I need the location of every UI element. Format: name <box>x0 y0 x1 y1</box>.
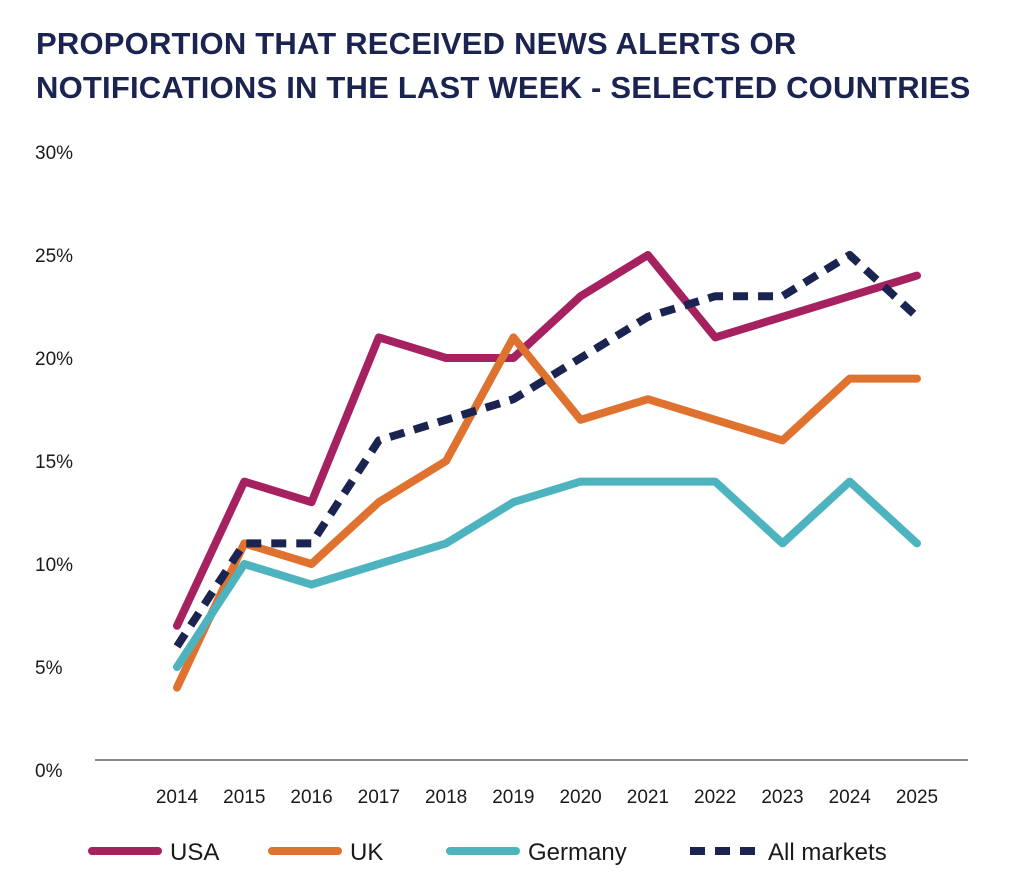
y-axis-ticks: 0% 5% 10% 15% 20% 25% 30% <box>35 143 73 782</box>
y-tick-label: 10% <box>35 555 73 576</box>
x-tick-label: 2025 <box>896 787 938 808</box>
y-tick-label: 30% <box>35 143 73 164</box>
x-tick-label: 2016 <box>290 787 332 808</box>
legend-label: UK <box>350 839 383 866</box>
y-tick-label: 5% <box>35 658 63 679</box>
legend-label: All markets <box>768 839 887 866</box>
series-line <box>173 477 921 671</box>
series-line <box>173 251 921 630</box>
series-line <box>173 333 921 692</box>
x-tick-label: 2022 <box>694 787 736 808</box>
chart-title-line-1: PROPORTION THAT RECEIVED NEWS ALERTS OR <box>36 26 797 61</box>
series-line <box>173 251 920 649</box>
y-tick-label: 0% <box>35 761 63 782</box>
x-tick-label: 2014 <box>156 787 199 808</box>
x-tick-label: 2018 <box>425 787 467 808</box>
legend: USA UK Germany All markets <box>88 839 887 866</box>
y-tick-label: 25% <box>35 246 73 267</box>
series-lines <box>173 251 921 692</box>
chart-title-line-2: NOTIFICATIONS IN THE LAST WEEK - SELECTE… <box>36 70 971 105</box>
y-tick-label: 20% <box>35 349 73 370</box>
x-tick-label: 2015 <box>223 787 265 808</box>
chart-title: PROPORTION THAT RECEIVED NEWS ALERTS OR … <box>36 22 996 110</box>
x-tick-label: 2019 <box>492 787 534 808</box>
y-tick-label: 15% <box>35 452 73 473</box>
legend-label: USA <box>170 839 219 866</box>
legend-label: Germany <box>528 839 627 866</box>
x-tick-label: 2021 <box>627 787 669 808</box>
x-tick-label: 2020 <box>559 787 601 808</box>
x-tick-label: 2017 <box>358 787 400 808</box>
x-axis-ticks: 2014 2015 2016 2017 2018 2019 2020 2021 2022 2023… <box>156 787 938 808</box>
x-tick-label: 2023 <box>761 787 803 808</box>
x-tick-label: 2024 <box>829 787 872 808</box>
